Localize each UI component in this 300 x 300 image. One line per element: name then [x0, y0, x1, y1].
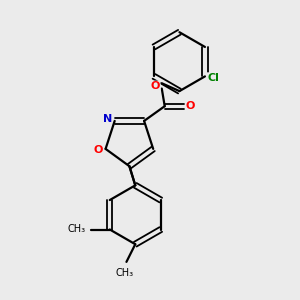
Text: CH₃: CH₃ [116, 268, 134, 278]
Text: Cl: Cl [207, 73, 219, 83]
Text: O: O [186, 101, 195, 111]
Text: O: O [94, 146, 103, 155]
Text: O: O [151, 81, 160, 91]
Text: N: N [103, 114, 112, 124]
Text: CH₃: CH₃ [67, 224, 85, 234]
